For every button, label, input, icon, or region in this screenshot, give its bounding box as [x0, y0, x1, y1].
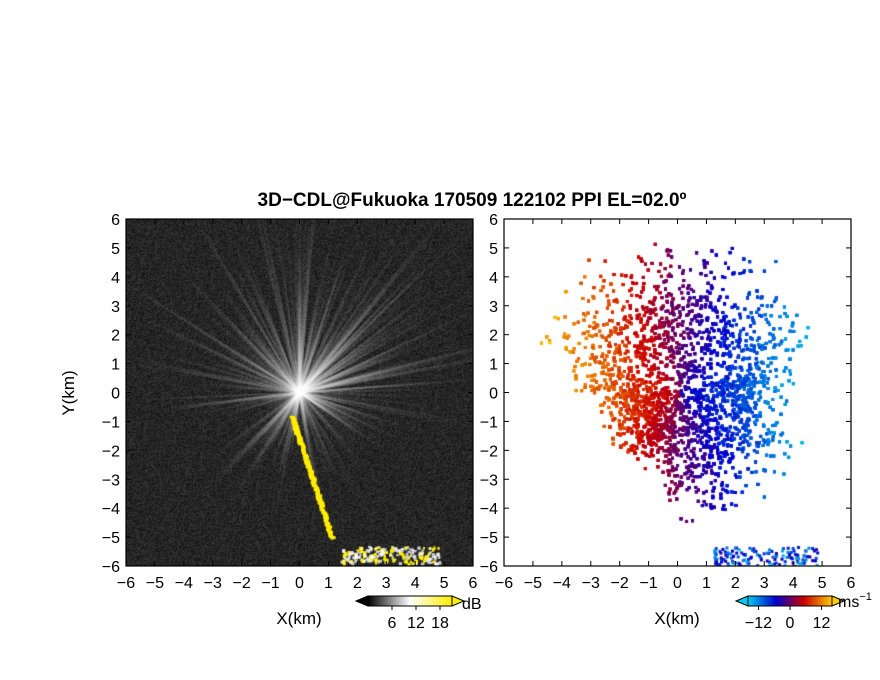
x-tick-label: 6	[847, 575, 856, 592]
x-tick-label: −6	[117, 575, 135, 592]
x-tick-label: −4	[175, 575, 193, 592]
x-tick-label: 0	[673, 575, 682, 592]
x-tick-label: 3	[382, 575, 391, 592]
y-axis-label: Y(km)	[59, 370, 78, 415]
y-tick-label: 3	[489, 299, 498, 316]
x-tick-label: −6	[495, 575, 513, 592]
y-tick-label: 0	[489, 386, 498, 403]
y-tick-label: −3	[102, 472, 120, 489]
y-tick-label: 1	[111, 357, 120, 374]
x-tick-label: 3	[760, 575, 769, 592]
y-tick-label: 1	[489, 357, 498, 374]
colorbar-high-arrow	[831, 595, 846, 607]
y-tick-label: 0	[111, 386, 120, 403]
x-tick-label: −1	[639, 575, 657, 592]
x-tick-label: −3	[582, 575, 600, 592]
x-tick-label: −5	[524, 575, 542, 592]
velocity-unit-exponent: −1	[859, 591, 872, 603]
y-tick-label: −1	[102, 414, 120, 431]
y-tick-label: 6	[111, 212, 120, 229]
y-tick-label: 6	[489, 212, 498, 229]
y-tick-label: −5	[480, 530, 498, 547]
reflectivity-x-axis-label: X(km)	[276, 609, 321, 628]
colorbar-tick-label: 18	[431, 615, 449, 632]
x-tick-label: 5	[440, 575, 449, 592]
y-tick-label: 3	[111, 299, 120, 316]
velocity-unit-base: ms	[838, 594, 859, 611]
velocity-field	[504, 219, 851, 566]
x-tick-label: 1	[702, 575, 711, 592]
colorbar-tick-label: −12	[745, 615, 772, 632]
y-tick-label: −4	[102, 501, 120, 518]
y-tick-label: 4	[489, 270, 498, 287]
colorbar-tick-label: 12	[407, 615, 425, 632]
x-tick-label: 1	[324, 575, 333, 592]
y-tick-label: 4	[111, 270, 120, 287]
x-tick-label: 5	[818, 575, 827, 592]
velocity-axis-ticks: −6 −5 −4 −3 −2 −1 0 1 2 3 4 5 6 6 5 4 3 2 1 0 −1 −2 −3 −4 −5 −6	[480, 212, 856, 592]
colorbar-high-arrow	[451, 595, 466, 607]
y-tick-label: −1	[480, 414, 498, 431]
colorbar-low-arrow	[354, 595, 369, 607]
colorbar-gradient	[747, 595, 833, 607]
reflectivity-colorbar: 6 12 18	[354, 595, 466, 632]
x-tick-label: −2	[233, 575, 251, 592]
figure-title: 3D−CDL@Fukuoka 170509 122102 PPI EL=02.0…	[258, 190, 687, 211]
y-tick-label: 2	[111, 328, 120, 345]
reflectivity-plot-area	[126, 219, 473, 566]
y-tick-label: −6	[480, 559, 498, 576]
reflectivity-axis-ticks: −6 −5 −4 −3 −2 −1 0 1 2 3 4 5 6 6 5 4 3 2 1 0 −1 −2 −3 −4 −5 −6	[102, 212, 478, 592]
x-tick-label: 6	[469, 575, 478, 592]
y-tick-label: −6	[102, 559, 120, 576]
velocity-plot-area	[504, 219, 851, 566]
colorbar-tick-label: 6	[388, 615, 397, 632]
y-tick-label: −2	[480, 443, 498, 460]
x-tick-label: −4	[553, 575, 571, 592]
y-tick-label: −3	[480, 472, 498, 489]
y-tick-label: 5	[111, 241, 120, 258]
colorbar-tick-label: 12	[813, 615, 831, 632]
colorbar-gradient	[367, 595, 453, 607]
y-tick-label: −2	[102, 443, 120, 460]
x-tick-label: 0	[295, 575, 304, 592]
x-tick-label: 4	[411, 575, 420, 592]
velocity-colorbar: −12 0 12	[734, 595, 846, 632]
reflectivity-field	[126, 219, 473, 566]
y-tick-label: −5	[102, 530, 120, 547]
x-tick-label: −2	[611, 575, 629, 592]
x-tick-label: −5	[146, 575, 164, 592]
velocity-colorbar-unit: ms−1	[838, 591, 872, 611]
x-tick-label: 2	[353, 575, 362, 592]
x-tick-label: 2	[731, 575, 740, 592]
x-tick-label: −3	[204, 575, 222, 592]
x-tick-label: −1	[261, 575, 279, 592]
x-tick-label: 4	[789, 575, 798, 592]
velocity-x-axis-label: X(km)	[654, 609, 699, 628]
y-tick-label: −4	[480, 501, 498, 518]
colorbar-tick-label: 0	[786, 615, 795, 632]
y-tick-label: 5	[489, 241, 498, 258]
y-tick-label: 2	[489, 328, 498, 345]
colorbar-low-arrow	[734, 595, 749, 607]
reflectivity-colorbar-unit: dB	[462, 596, 482, 613]
